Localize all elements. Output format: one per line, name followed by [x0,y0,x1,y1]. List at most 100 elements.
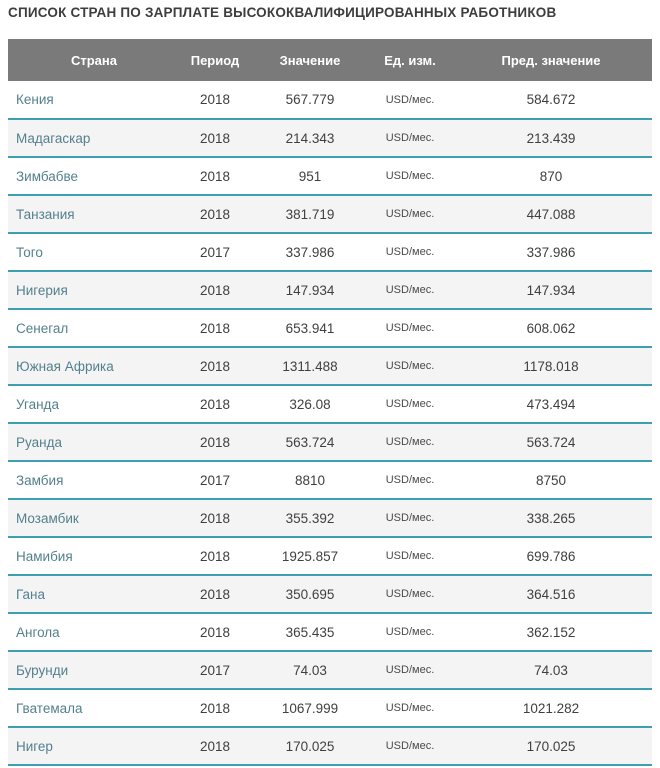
value-cell: 326.08 [250,385,370,424]
country-link[interactable]: Уганда [16,396,59,412]
country-cell: Замбия [8,461,180,500]
prev-value-cell: 870 [450,157,652,196]
prev-value-cell: 473.494 [450,385,652,424]
table-row: Гана 2018 350.695 USD/мес. 364.516 [8,575,652,614]
prev-value-cell: 337.986 [450,233,652,272]
country-cell: Ангола [8,613,180,652]
country-link[interactable]: Южная Африка [16,358,114,374]
header-prev-value: Пред. значение [450,39,652,81]
country-link[interactable]: Кения [16,92,54,107]
value-cell: 74.03 [250,651,370,690]
country-link[interactable]: Зимбабве [16,168,79,184]
period-cell: 2018 [180,271,250,310]
period-cell: 2018 [180,157,250,196]
table-header: Страна Период Значение Ед. изм. Пред. зн… [8,39,652,81]
table-row: Мозамбик 2018 355.392 USD/мес. 338.265 [8,499,652,538]
unit-cell: USD/мес. [370,271,450,310]
prev-value-cell: 608.062 [450,309,652,348]
country-link[interactable]: Бурунди [16,662,69,678]
prev-value-cell: 338.265 [450,499,652,538]
header-value: Значение [250,39,370,81]
value-cell: 1067.999 [250,689,370,728]
country-link[interactable]: Танзания [16,206,75,222]
period-cell: 2018 [180,575,250,614]
country-link[interactable]: Гана [16,586,46,602]
prev-value-cell: 699.786 [450,537,652,576]
value-cell: 214.343 [250,119,370,158]
country-link[interactable]: Нигер [16,738,53,754]
value-cell: 365.435 [250,613,370,652]
country-link[interactable]: Мадагаскар [16,130,91,146]
table-row: Зимбабве 2018 951 USD/мес. 870 [8,157,652,196]
period-cell: 2018 [180,727,250,766]
country-cell: Южная Африка [8,347,180,386]
period-cell: 2018 [180,537,250,576]
country-cell: Нигерия [8,271,180,310]
page-title: СПИСОК СТРАН ПО ЗАРПЛАТЕ ВЫСОКОКВАЛИФИЦИ… [8,5,557,20]
table-row: Руанда 2018 563.724 USD/мес. 563.724 [8,423,652,462]
country-cell: Того [8,233,180,272]
prev-value-cell: 584.672 [450,81,652,120]
period-cell: 2017 [180,651,250,690]
period-cell: 2018 [180,347,250,386]
unit-cell: USD/мес. [370,651,450,690]
unit-cell: USD/мес. [370,385,450,424]
unit-cell: USD/мес. [370,613,450,652]
unit-cell: USD/мес. [370,423,450,462]
prev-value-cell: 447.088 [450,195,652,234]
prev-value-cell: 1021.282 [450,689,652,728]
unit-cell: USD/мес. [370,119,450,158]
table-row: Танзания 2018 381.719 USD/мес. 447.088 [8,195,652,234]
country-cell: Руанда [8,423,180,462]
value-cell: 567.779 [250,81,370,120]
prev-value-cell: 563.724 [450,423,652,462]
prev-value-cell: 74.03 [450,651,652,690]
country-cell: Нигер [8,727,180,766]
table-row: Нигерия 2018 147.934 USD/мес. 147.934 [8,271,652,310]
country-cell: Танзания [8,195,180,234]
table-row: Ангола 2018 365.435 USD/мес. 362.152 [8,613,652,652]
table-row: Сенегал 2018 653.941 USD/мес. 608.062 [8,309,652,348]
country-link[interactable]: Нигерия [16,282,68,298]
period-cell: 2018 [180,309,250,348]
country-cell: Гватемала [8,689,180,728]
country-link[interactable]: Мозамбик [16,510,79,526]
period-cell: 2017 [180,461,250,500]
prev-value-cell: 362.152 [450,613,652,652]
country-link[interactable]: Замбия [16,472,64,488]
country-link[interactable]: Руанда [16,434,62,450]
prev-value-cell: 147.934 [450,271,652,310]
country-cell: Мозамбик [8,499,180,538]
table-row: Кения 2018 567.779 USD/мес. 584.672 [8,81,652,120]
period-cell: 2018 [180,385,250,424]
country-link[interactable]: Того [16,244,43,260]
country-link[interactable]: Намибия [16,548,73,564]
value-cell: 653.941 [250,309,370,348]
country-link[interactable]: Сенегал [16,320,69,336]
prev-value-cell: 8750 [450,461,652,500]
country-cell: Сенегал [8,309,180,348]
table-row: Южная Африка 2018 1311.488 USD/мес. 1178.018 [8,347,652,386]
unit-cell: USD/мес. [370,347,450,386]
value-cell: 381.719 [250,195,370,234]
page: СПИСОК СТРАН ПО ЗАРПЛАТЕ ВЫСОКОКВАЛИФИЦИ… [0,5,660,768]
unit-cell: USD/мес. [370,689,450,728]
period-cell: 2018 [180,689,250,728]
period-cell: 2017 [180,233,250,272]
country-link[interactable]: Гватемала [16,700,83,716]
country-cell: Гана [8,575,180,614]
country-cell: Кения [8,81,180,120]
country-cell: Мадагаскар [8,119,180,158]
unit-cell: USD/мес. [370,461,450,500]
table-row: Уганда 2018 326.08 USD/мес. 473.494 [8,385,652,424]
period-cell: 2018 [180,613,250,652]
country-cell: Намибия [8,537,180,576]
country-link[interactable]: Ангола [16,624,60,640]
value-cell: 1311.488 [250,347,370,386]
prev-value-cell: 1178.018 [450,347,652,386]
unit-cell: USD/мес. [370,727,450,766]
table-row: Замбия 2017 8810 USD/мес. 8750 [8,461,652,500]
value-cell: 1925.857 [250,537,370,576]
table-row: Намибия 2018 1925.857 USD/мес. 699.786 [8,537,652,576]
table-row: Того 2017 337.986 USD/мес. 337.986 [8,233,652,272]
